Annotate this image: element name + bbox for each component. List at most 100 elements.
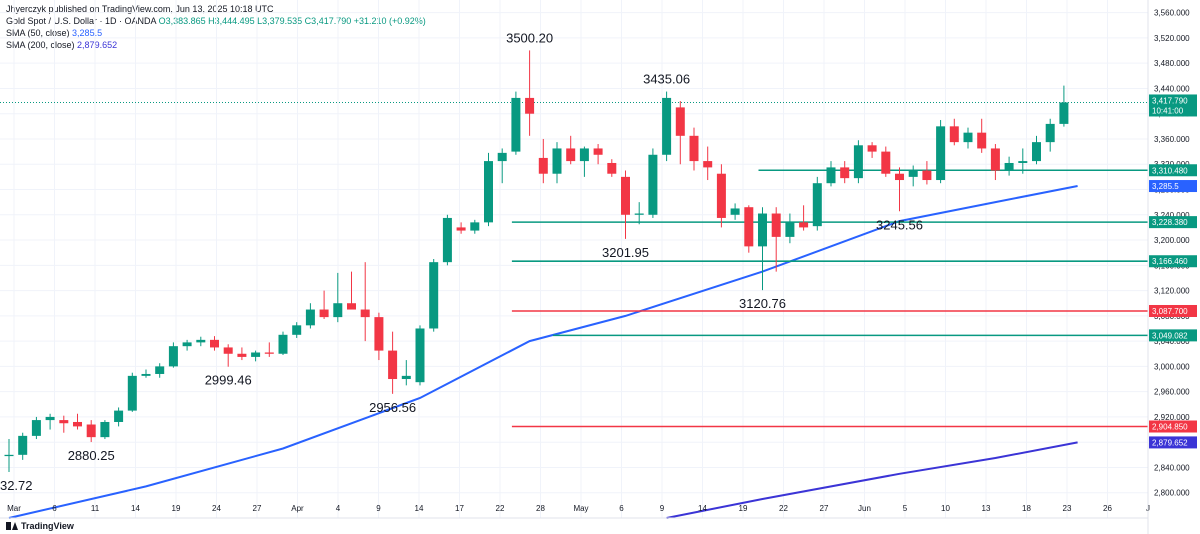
candle-body[interactable] xyxy=(100,421,110,438)
x-tick-label: 6 xyxy=(52,504,57,513)
candle-body[interactable] xyxy=(977,132,987,149)
candle-body[interactable] xyxy=(278,334,288,354)
candle-body[interactable] xyxy=(771,213,781,237)
x-tick-label: 18 xyxy=(1022,504,1031,513)
candle-body[interactable] xyxy=(853,145,863,179)
candle-body[interactable] xyxy=(182,342,192,347)
sma200-legend[interactable]: SMA (200, close) 2,879.652 xyxy=(6,39,426,51)
candle-body[interactable] xyxy=(552,148,562,174)
candle-body[interactable] xyxy=(1018,161,1028,163)
price-annotation: 2832.72 xyxy=(0,478,33,493)
candle-body[interactable] xyxy=(662,97,672,155)
x-tick-label: 23 xyxy=(1063,504,1072,513)
level-tag-label: 3,228.380 xyxy=(1152,218,1188,227)
candle-body[interactable] xyxy=(210,339,219,348)
candle-body[interactable] xyxy=(497,152,507,162)
candle-body[interactable] xyxy=(168,346,178,367)
x-tick-label: 22 xyxy=(779,504,788,513)
y-tick-label: 2,840.000 xyxy=(1154,463,1190,472)
sma50-tag-label: 3,285.5 xyxy=(1152,182,1179,191)
candle-body[interactable] xyxy=(744,207,754,247)
candle-body[interactable] xyxy=(237,353,247,357)
candle-body[interactable] xyxy=(703,161,713,168)
sma200-label: SMA (200, close) xyxy=(6,40,75,50)
candle-body[interactable] xyxy=(826,167,836,184)
candle-body[interactable] xyxy=(908,170,918,177)
candle-body[interactable] xyxy=(1004,162,1014,171)
candle-body[interactable] xyxy=(634,213,644,215)
candle-body[interactable] xyxy=(689,135,699,162)
candle-body[interactable] xyxy=(1032,142,1041,162)
symbol-line: Gold Spot / U.S. Dollar · 1D · OANDA O3,… xyxy=(6,15,426,27)
candle-body[interactable] xyxy=(305,309,315,326)
candle-body[interactable] xyxy=(292,325,302,335)
x-tick-label: 9 xyxy=(376,504,381,513)
candle-body[interactable] xyxy=(114,410,124,422)
level-tag xyxy=(1149,164,1197,177)
level-tag-label: 3,310.480 xyxy=(1152,166,1188,175)
candle-body[interactable] xyxy=(675,107,685,136)
candle-body[interactable] xyxy=(374,317,384,351)
candle-body[interactable] xyxy=(730,208,740,215)
candle-body[interactable] xyxy=(456,227,466,231)
candle-body[interactable] xyxy=(360,309,370,318)
candle-body[interactable] xyxy=(1045,123,1055,143)
candle-body[interactable] xyxy=(949,126,959,143)
candle-body[interactable] xyxy=(881,151,891,174)
candle-body[interactable] xyxy=(621,176,630,215)
x-tick-label: 22 xyxy=(496,504,505,513)
x-tick-label: 5 xyxy=(903,504,908,513)
candle-body[interactable] xyxy=(223,347,233,354)
candle-body[interactable] xyxy=(86,424,96,438)
y-tick-label: 3,360.000 xyxy=(1154,135,1190,144)
candle-body[interactable] xyxy=(579,148,589,162)
candle-body[interactable] xyxy=(799,222,809,228)
candle-body[interactable] xyxy=(484,161,493,223)
candle-body[interactable] xyxy=(607,162,617,174)
candle-body[interactable] xyxy=(840,167,850,179)
candle-body[interactable] xyxy=(785,222,795,237)
candle-body[interactable] xyxy=(593,148,603,155)
candle-body[interactable] xyxy=(18,435,28,455)
candle-body[interactable] xyxy=(59,420,69,424)
candle-body[interactable] xyxy=(141,373,151,376)
candle-body[interactable] xyxy=(525,97,535,114)
candle-body[interactable] xyxy=(45,416,55,421)
candle-body[interactable] xyxy=(155,366,165,374)
candle-body[interactable] xyxy=(716,173,726,218)
candle-body[interactable] xyxy=(4,454,14,457)
candle-body[interactable] xyxy=(251,352,261,357)
candle-body[interactable] xyxy=(867,145,877,152)
candle-body[interactable] xyxy=(936,126,946,181)
candle-body[interactable] xyxy=(990,148,1000,171)
candle-body[interactable] xyxy=(196,339,206,343)
candle-body[interactable] xyxy=(1059,102,1069,124)
candle-body[interactable] xyxy=(758,213,767,247)
candle-body[interactable] xyxy=(538,157,548,174)
candle-body[interactable] xyxy=(264,352,274,354)
y-tick-label: 2,920.000 xyxy=(1154,413,1190,422)
candle-body[interactable] xyxy=(511,97,521,152)
candle-body[interactable] xyxy=(401,375,411,380)
candle-body[interactable] xyxy=(319,309,329,318)
candle-body[interactable] xyxy=(347,303,356,310)
candle-body[interactable] xyxy=(388,350,398,380)
candle-body[interactable] xyxy=(442,217,452,263)
candle-body[interactable] xyxy=(415,328,425,383)
sma50-legend[interactable]: SMA (50, close) 3,285.5 xyxy=(6,27,426,39)
symbol-name[interactable]: Gold Spot / U.S. Dollar · 1D · OANDA xyxy=(6,16,157,26)
candle-body[interactable] xyxy=(73,421,82,427)
candle-body[interactable] xyxy=(429,262,439,329)
candle-body[interactable] xyxy=(963,132,973,143)
candle-body[interactable] xyxy=(922,170,932,181)
candle-body[interactable] xyxy=(333,303,343,318)
candle-body[interactable] xyxy=(31,420,41,436)
candle-body[interactable] xyxy=(127,375,137,411)
candle-body[interactable] xyxy=(895,173,904,181)
tradingview-logo[interactable]: TradingView xyxy=(6,521,74,531)
candle-body[interactable] xyxy=(648,154,658,215)
candle-body[interactable] xyxy=(566,148,576,162)
candle-body[interactable] xyxy=(470,222,480,231)
candle-body[interactable] xyxy=(812,183,822,227)
